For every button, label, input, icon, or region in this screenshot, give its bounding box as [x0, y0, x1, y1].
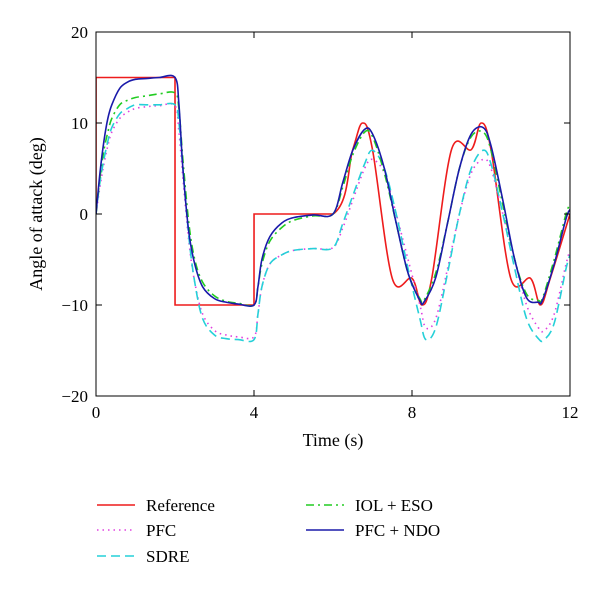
series-line-pfc-ndo [96, 74, 570, 307]
series-line-iol-eso [96, 91, 570, 307]
x-tick-label: 12 [562, 403, 579, 422]
y-tick-label: 10 [71, 114, 88, 133]
legend-label-iol-eso: IOL + ESO [355, 496, 433, 515]
legend-label-reference: Reference [146, 496, 215, 515]
x-tick-label: 0 [92, 403, 101, 422]
series-line-reference [96, 76, 570, 306]
y-tick-label: −20 [61, 387, 88, 406]
y-tick-label: −10 [61, 296, 88, 315]
axis-layer: 0 4 8 12 20 10 0 −10 −20 [61, 23, 578, 422]
legend-label-pfc: PFC [146, 521, 176, 540]
legend: Reference PFC SDRE IOL + ESO PFC + NDO [97, 496, 440, 566]
series-line-sdre [96, 102, 570, 343]
x-tick-label: 4 [250, 403, 259, 422]
x-tick-label: 8 [408, 403, 417, 422]
x-axis-title: Time (s) [303, 430, 364, 451]
series-layer [96, 74, 570, 343]
y-tick-label: 20 [71, 23, 88, 42]
legend-label-sdre: SDRE [146, 547, 189, 566]
y-axis-title: Angle of attack (deg) [26, 137, 47, 290]
series-line-pfc [96, 102, 570, 340]
y-tick-label: 0 [80, 205, 89, 224]
legend-label-pfc-ndo: PFC + NDO [355, 521, 440, 540]
